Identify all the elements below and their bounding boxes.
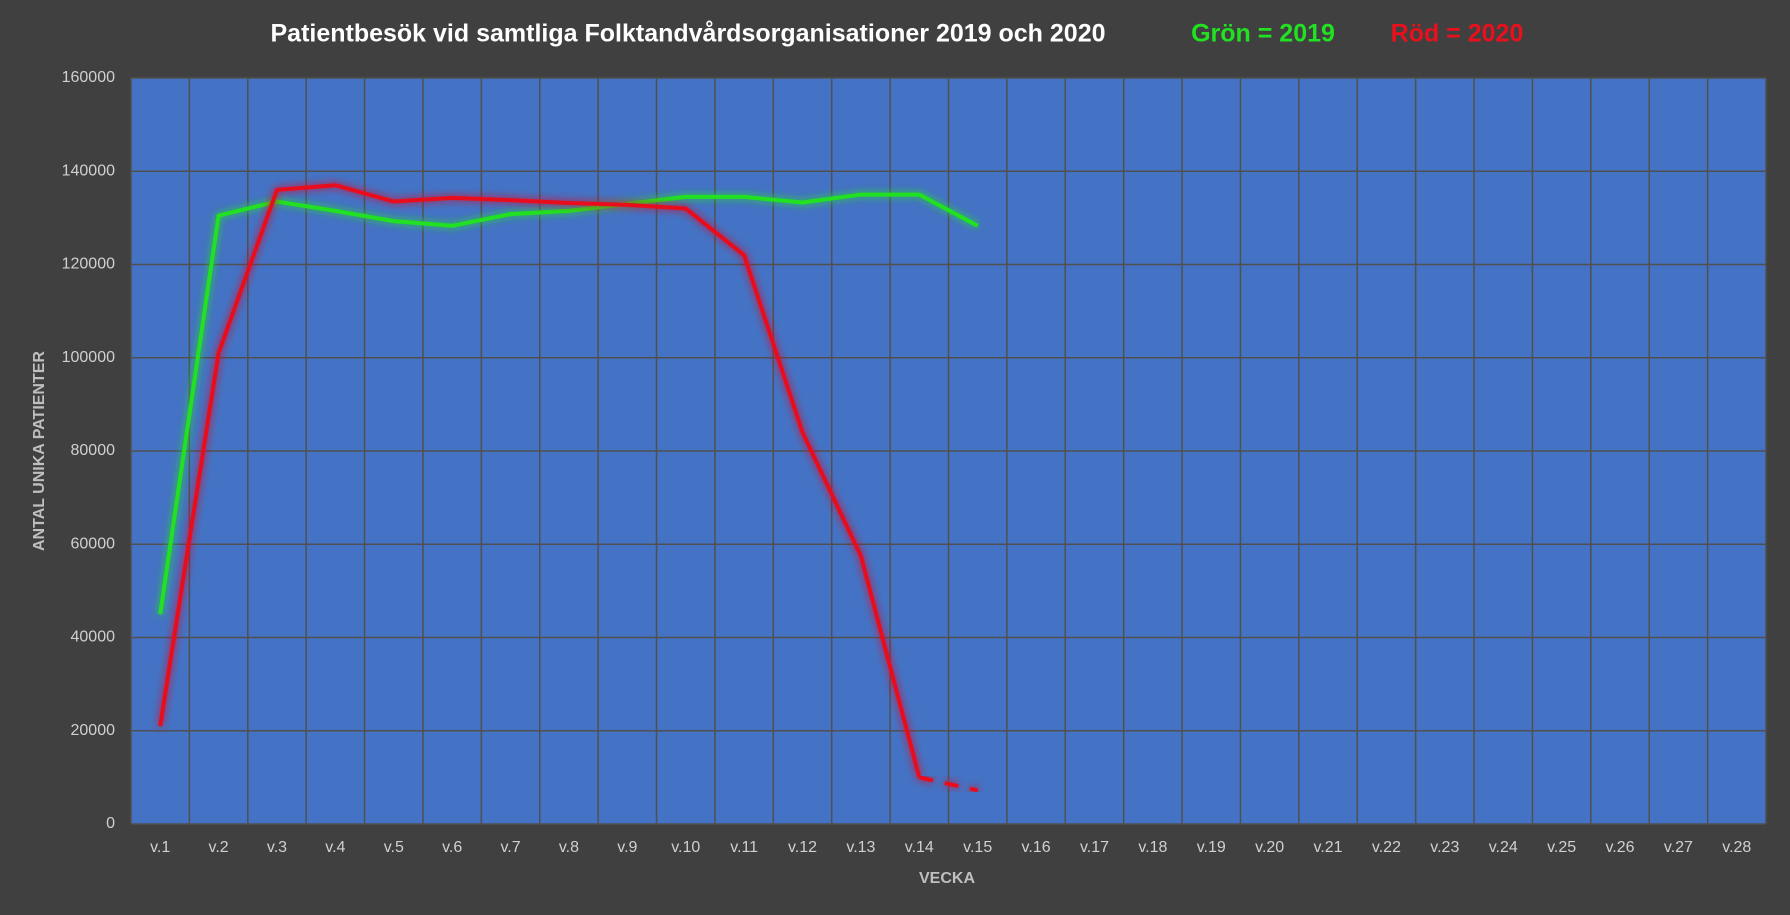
x-tick-label: v.13 <box>846 839 875 856</box>
x-tick-label: v.28 <box>1722 839 1751 856</box>
x-tick-label: v.19 <box>1197 839 1226 856</box>
x-tick-label: v.14 <box>905 839 934 856</box>
x-tick-label: v.16 <box>1022 839 1051 856</box>
x-tick-label: v.24 <box>1489 839 1518 856</box>
x-tick-label: v.3 <box>267 839 287 856</box>
x-tick-label: v.21 <box>1314 839 1343 856</box>
x-tick-label: v.10 <box>671 839 700 856</box>
chart-title: Patientbesök vid samtliga Folktandvårdso… <box>270 20 1105 48</box>
x-tick-label: v.26 <box>1605 839 1634 856</box>
y-tick-label: 80000 <box>71 442 116 459</box>
x-tick-label: v.7 <box>500 839 520 856</box>
y-tick-label: 100000 <box>62 349 115 366</box>
y-tick-label: 20000 <box>71 722 116 739</box>
legend-label: Grön = 2019 <box>1191 20 1335 48</box>
x-tick-label: v.9 <box>617 839 637 856</box>
x-tick-label: v.5 <box>384 839 404 856</box>
x-tick-label: v.18 <box>1138 839 1167 856</box>
x-tick-label: v.17 <box>1080 839 1109 856</box>
x-tick-label: v.1 <box>150 839 170 856</box>
series-line <box>158 192 979 615</box>
x-tick-label: v.23 <box>1430 839 1459 856</box>
x-tick-label: v.8 <box>559 839 579 856</box>
x-tick-label: v.4 <box>325 839 345 856</box>
x-tick-label: v.15 <box>963 839 992 856</box>
x-tick-label: v.25 <box>1547 839 1576 856</box>
y-tick-label: 0 <box>106 815 115 832</box>
y-tick-label: 40000 <box>71 629 116 646</box>
series-line-dashed <box>918 775 979 793</box>
y-tick-label: 120000 <box>62 256 115 273</box>
y-tick-label: 140000 <box>62 162 115 179</box>
x-tick-label: v.6 <box>442 839 462 856</box>
x-tick-label: v.12 <box>788 839 817 856</box>
x-axis-label: VECKA <box>919 870 975 887</box>
legend-label: Röd = 2020 <box>1391 20 1524 48</box>
y-axis-label: ANTAL UNIKA PATIENTER <box>31 351 48 551</box>
x-tick-label: v.2 <box>209 839 229 856</box>
x-tick-label: v.20 <box>1255 839 1284 856</box>
x-tick-label: v.22 <box>1372 839 1401 856</box>
x-tick-label: v.11 <box>730 839 758 856</box>
y-tick-label: 160000 <box>62 69 115 86</box>
series-line <box>158 183 922 778</box>
x-tick-label: v.27 <box>1664 839 1693 856</box>
y-tick-label: 60000 <box>71 535 116 552</box>
